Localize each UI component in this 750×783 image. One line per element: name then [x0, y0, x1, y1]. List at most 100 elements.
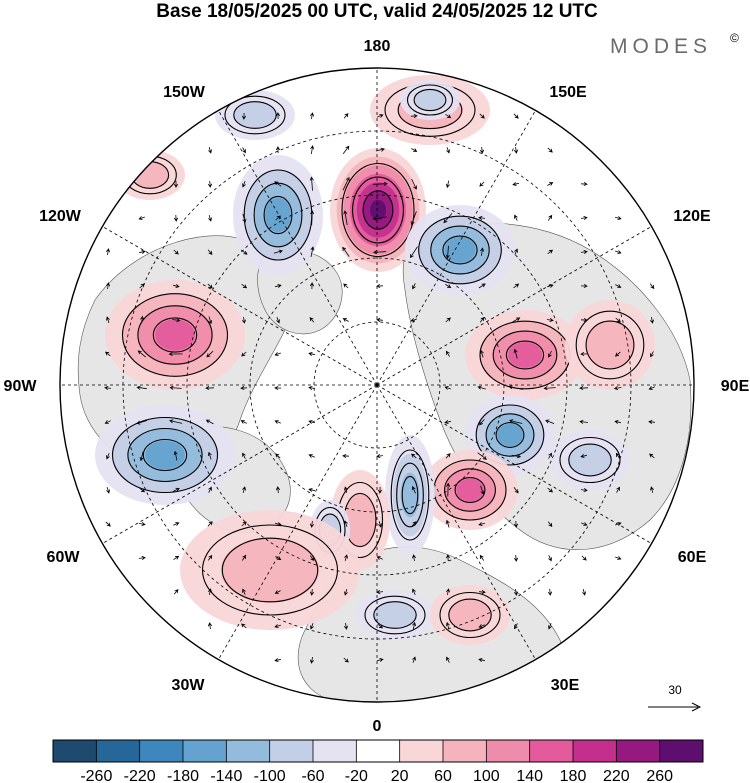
streamline-loop: [568, 443, 612, 477]
wind-arrow-icon: [275, 486, 281, 494]
wind-arrow-icon: [310, 623, 314, 630]
colorbar-tick-label: -140: [210, 768, 242, 783]
wind-arrow-icon: [342, 176, 350, 191]
wind-arrow-icon: [445, 317, 451, 323]
wind-arrow-icon: [514, 623, 518, 630]
wind-arrow-icon: [445, 453, 451, 459]
wind-arrow-icon: [342, 318, 349, 322]
wind-arrow-icon: [479, 181, 485, 187]
streamline-loop: [413, 88, 447, 112]
wind-arrow-icon: [172, 487, 180, 492]
anomaly-contour: [444, 237, 476, 263]
colorbar-swatch: [443, 740, 487, 762]
wind-arrow-icon: [478, 522, 486, 526]
wind-arrow-icon: [445, 350, 450, 357]
wind-arrow-icon: [649, 283, 655, 290]
wind-arrow-icon: [377, 114, 384, 118]
polar-map: [60, 68, 694, 702]
colorbar-swatch: [53, 740, 97, 762]
wind-arrow-icon: [273, 249, 283, 254]
streamline-loop: [401, 475, 419, 515]
wind-arrow-icon: [242, 181, 246, 188]
wind-arrow-icon: [242, 588, 246, 595]
wind-arrow-icon: [581, 555, 587, 561]
streamline-loop: [224, 95, 286, 135]
wind-arrow-icon: [138, 555, 146, 561]
graticule: [60, 68, 694, 702]
wind-arrow-icon: [207, 554, 213, 561]
wind-arrow-icon: [580, 487, 588, 493]
wind-arrow-icon: [479, 554, 485, 561]
anomaly-layer: [95, 75, 655, 645]
colorbar-tick-label: 260: [646, 768, 673, 783]
wind-arrow-icon: [547, 487, 554, 493]
wind-arrow-icon: [310, 246, 315, 257]
wind-arrow-icon: [376, 283, 384, 289]
meridian-line: [218, 110, 378, 386]
wind-arrow-icon: [343, 622, 348, 630]
wind-arrow-icon: [579, 386, 589, 391]
anomaly-contour: [373, 601, 417, 629]
wind-arrow-icon: [412, 588, 416, 595]
wind-arrow-icon: [580, 351, 588, 357]
wind-arrow-icon: [479, 316, 485, 323]
streamline-loop: [575, 310, 645, 380]
wind-arrow-icon: [545, 419, 555, 424]
wind-arrow-icon: [241, 521, 247, 527]
anomaly-contour: [145, 440, 185, 470]
streamline-loop: [221, 537, 319, 603]
wind-arrow-icon: [616, 486, 620, 493]
wind-arrow-icon: [478, 624, 485, 628]
wind-arrow-icon: [377, 486, 383, 494]
streamline-loop: [418, 215, 502, 285]
wind-arrow-icon: [511, 454, 522, 459]
colorbar-swatch: [226, 740, 270, 762]
wind-arrow-icon: [479, 146, 485, 154]
wind-arrow-icon: [105, 248, 110, 256]
wind-arrow-icon: [136, 385, 147, 390]
wind-arrow-icon: [308, 420, 316, 424]
wind-arrow-icon: [241, 112, 247, 120]
wind-arrow-icon: [344, 588, 348, 596]
wind-arrow-icon: [411, 554, 417, 562]
streamline-loop: [454, 477, 486, 503]
wind-arrow-icon: [580, 454, 587, 458]
wind-arrow-icon: [105, 282, 111, 290]
wind-arrow-icon: [579, 419, 588, 424]
colorbar-swatch: [269, 740, 314, 762]
wind-arrow-icon: [477, 385, 486, 390]
lon-label-90e: 90E: [721, 378, 750, 395]
wind-arrow-icon: [139, 283, 145, 289]
streamline-loop: [505, 340, 545, 370]
wind-arrow-icon: [207, 622, 213, 630]
wind-arrow-icon: [650, 486, 654, 493]
streamline-loop: [485, 413, 535, 457]
colorbar-swatch: [486, 740, 530, 762]
wind-arrow-icon: [309, 282, 315, 290]
colorbar-tick-label: -180: [167, 768, 199, 783]
wind-arrow-icon: [274, 385, 282, 391]
streamline-loop: [439, 591, 501, 639]
wind-arrow-icon: [615, 250, 622, 254]
wind-arrow-icon: [344, 486, 348, 494]
wind-arrow-icon: [444, 386, 451, 390]
wind-arrow-icon: [410, 246, 418, 259]
wind-arrow-icon: [580, 317, 588, 323]
wind-arrow-icon: [274, 420, 281, 424]
wind-arrow-icon: [274, 590, 281, 594]
wind-arrow-icon: [342, 145, 350, 154]
colorbar-tick-label: 20: [391, 768, 409, 783]
wind-arrow-icon: [168, 352, 183, 357]
wind-arrow-icon: [310, 145, 315, 155]
reference-vector-value: 30: [668, 683, 682, 697]
wind-arrow-icon: [514, 248, 518, 255]
wind-arrow-icon: [648, 386, 655, 390]
wind-arrow-icon: [105, 351, 111, 357]
wind-arrow-icon: [173, 450, 178, 461]
wind-arrow-icon: [207, 180, 213, 188]
wind-arrow-icon: [207, 249, 213, 255]
wind-arrow-icon: [240, 420, 247, 424]
wind-arrow-icon: [443, 213, 453, 224]
colorbar-frame: [52, 739, 704, 763]
wind-arrow-icon: [136, 420, 148, 425]
